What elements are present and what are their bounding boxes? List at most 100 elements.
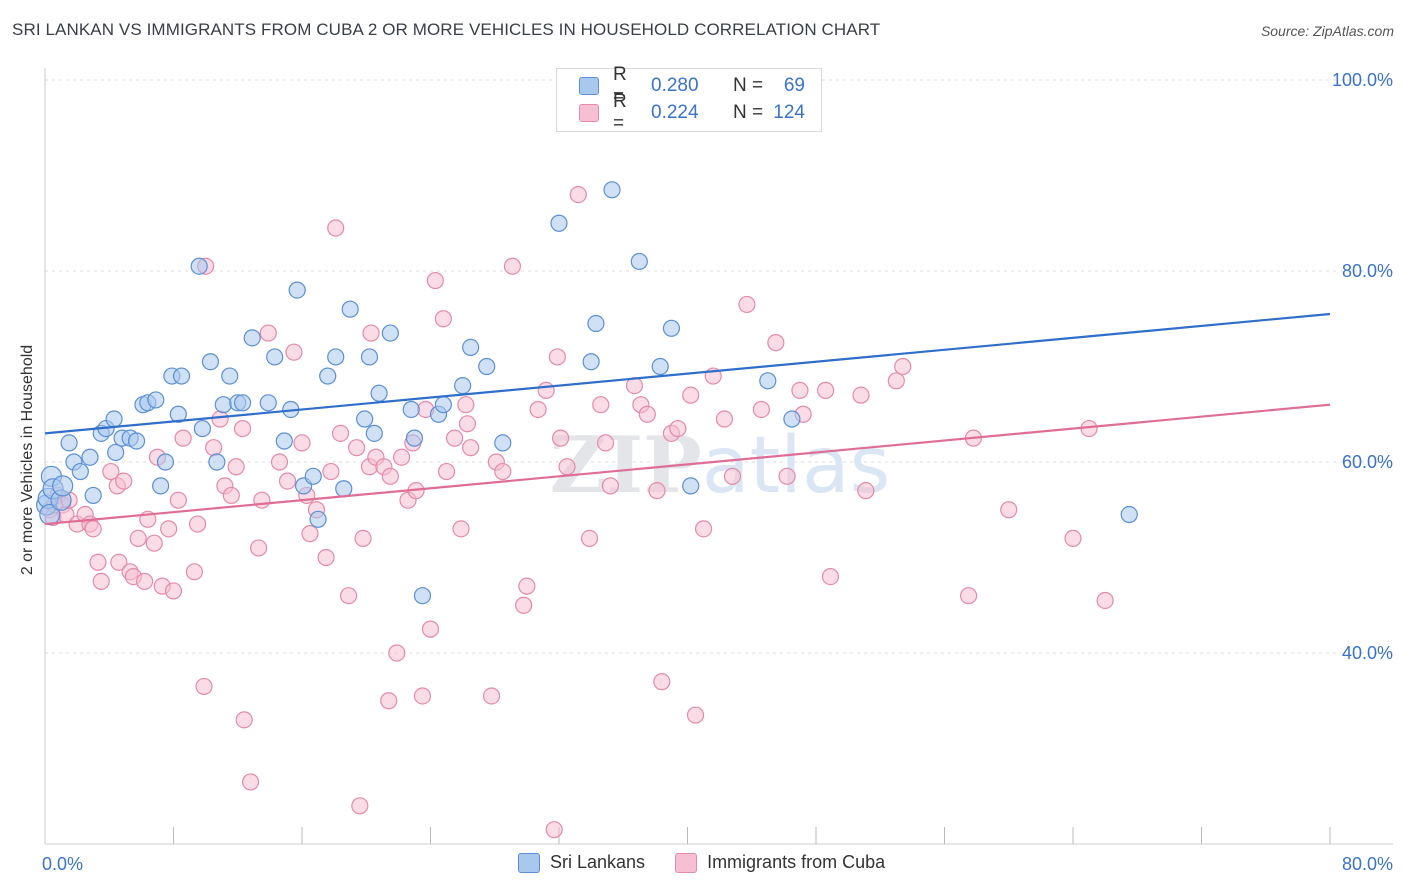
point-sri-lankans [335,480,353,498]
point-sri-lankans [221,367,239,385]
legend-item-sri-lankans: Sri Lankans [518,852,645,873]
point-immigrants-from-cuba [1000,501,1018,519]
point-immigrants-from-cuba [145,534,163,552]
n-value: 69 [783,75,805,96]
point-immigrants-from-cuba [188,515,207,533]
point-immigrants-from-cuba [434,310,452,328]
point-immigrants-from-cuba [653,673,671,691]
point-sri-lankans [587,314,605,333]
point-immigrants-from-cuba [211,410,229,428]
point-immigrants-from-cuba [1096,591,1114,610]
point-immigrants-from-cuba [89,553,107,571]
point-immigrants-from-cuba [222,486,240,505]
point-sri-lankans [193,419,212,438]
point-immigrants-from-cuba [857,482,875,500]
point-immigrants-from-cuba [778,467,796,485]
point-immigrants-from-cuba [558,458,576,476]
point-immigrants-from-cuba [580,529,599,548]
point-sri-lankans [356,410,374,428]
point-immigrants-from-cuba [331,424,350,442]
point-immigrants-from-cuba [174,429,192,447]
point-immigrants-from-cuba [791,381,809,399]
point-immigrants-from-cuba [518,577,536,595]
point-immigrants-from-cuba [348,439,366,457]
point-immigrants-from-cuba [164,582,183,600]
chart-title: SRI LANKAN VS IMMIGRANTS FROM CUBA 2 OR … [12,20,881,39]
r-value: 0.280 [651,75,699,96]
point-immigrants-from-cuba [253,491,271,509]
point-immigrants-from-cuba [169,491,187,509]
legend-swatch-blue [579,77,599,95]
point-sri-lankans [759,372,777,390]
point-sri-lankans [233,394,252,412]
point-immigrants-from-cuba [388,644,406,662]
point-immigrants-from-cuba [596,434,615,452]
point-sri-lankans [304,467,322,485]
trend-lines [44,312,1331,526]
trend-line-sri-lankans [44,312,1331,435]
point-immigrants-from-cuba [421,620,440,638]
point-immigrants-from-cuba [259,324,277,342]
point-sri-lankans [630,252,648,271]
point-immigrants-from-cuba [694,520,713,538]
point-immigrants-from-cuba [852,386,870,404]
y-tick-label: 60.0% [1342,452,1393,472]
point-sri-lankans [52,475,74,497]
point-sri-lankans [147,391,165,409]
r-label: R = [613,64,627,107]
x-tick-labels: 0.0% 80.0% [42,854,1393,874]
point-sri-lankans [603,181,621,199]
point-immigrants-from-cuba [545,821,563,839]
point-immigrants-from-cuba [638,405,656,423]
point-immigrants-from-cuba [293,434,311,452]
point-sri-lankans [662,319,681,337]
point-immigrants-from-cuba [301,525,319,543]
trend-line-immigrants-from-cuba [44,403,1331,526]
point-sri-lankans [71,462,89,481]
point-sri-lankans [152,477,170,495]
point-immigrants-from-cuba [548,348,566,366]
point-immigrants-from-cuba [959,587,978,605]
series-immigrants-from-cuba [41,186,1114,839]
point-sri-lankans [381,324,399,342]
point-sri-lankans [214,396,232,414]
y-axis-label: 2 or more Vehicles in Household [19,344,36,576]
point-immigrants-from-cuba [537,381,555,399]
point-immigrants-from-cuba [115,472,133,490]
point-sri-lankans [127,432,146,450]
stats-row-immigrants-from-cuba: R = 0.224 N = 124 [579,91,805,134]
point-sri-lankans [582,353,600,371]
point-immigrants-from-cuba [426,271,444,290]
point-immigrants-from-cuba [92,572,110,590]
n-label: N = [733,75,764,96]
point-immigrants-from-cuba [752,400,770,419]
point-immigrants-from-cuba [494,462,512,481]
legend-swatch-blue [518,852,540,873]
point-immigrants-from-cuba [242,773,260,791]
point-immigrants-from-cuba [354,529,372,548]
point-sri-lankans [81,448,99,466]
point-immigrants-from-cuba [392,448,411,466]
r-value: 0.224 [651,102,699,123]
point-immigrants-from-cuba [669,419,687,438]
y-tick-labels: 100.0% 80.0% 60.0% 40.0% [1332,70,1393,663]
y-tick-label: 40.0% [1342,643,1393,663]
point-sri-lankans [651,357,669,376]
point-immigrants-from-cuba [339,587,358,605]
point-immigrants-from-cuba [767,334,785,352]
point-immigrants-from-cuba [457,396,475,414]
point-immigrants-from-cuba [102,462,120,481]
point-immigrants-from-cuba [482,687,501,705]
n-label: N = [733,102,764,123]
legend-label: Sri Lankans [550,852,646,872]
point-sri-lankans [259,394,277,412]
point-immigrants-from-cuba [458,415,477,433]
point-sri-lankans [402,400,420,419]
point-immigrants-from-cuba [1064,529,1082,548]
point-sri-lankans [327,348,345,366]
point-immigrants-from-cuba [817,381,835,399]
point-immigrants-from-cuba [195,677,213,696]
point-sri-lankans [341,300,359,318]
point-sri-lankans [84,486,102,505]
point-sri-lankans [1120,505,1138,524]
